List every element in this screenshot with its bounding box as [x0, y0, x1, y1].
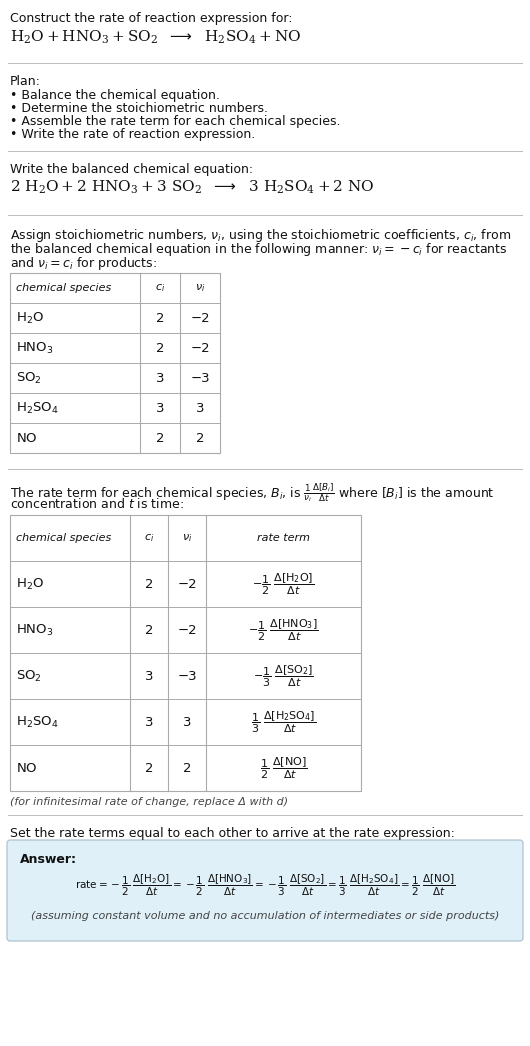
Text: 3: 3 [196, 402, 204, 414]
Text: 2: 2 [145, 577, 153, 591]
Text: • Write the rate of reaction expression.: • Write the rate of reaction expression. [10, 128, 255, 141]
Text: chemical species: chemical species [16, 283, 111, 293]
Text: $\mathregular{2\ H_2O + 2\ HNO_3 + 3\ SO_2}$  $\longrightarrow$  $\mathregular{3: $\mathregular{2\ H_2O + 2\ HNO_3 + 3\ SO… [10, 179, 375, 197]
Text: $\mathregular{H_2SO_4}$: $\mathregular{H_2SO_4}$ [16, 401, 59, 415]
Text: −2: −2 [190, 341, 210, 355]
Text: • Determine the stoichiometric numbers.: • Determine the stoichiometric numbers. [10, 103, 268, 115]
Bar [10, 273, 220, 453]
Text: $-\dfrac{1}{3}\ \dfrac{\Delta[\mathrm{SO_2}]}{\Delta t}$: $-\dfrac{1}{3}\ \dfrac{\Delta[\mathrm{SO… [253, 663, 314, 688]
Text: (assuming constant volume and no accumulation of intermediates or side products): (assuming constant volume and no accumul… [31, 911, 499, 920]
Text: the balanced chemical equation in the following manner: $\nu_i = -c_i$ for react: the balanced chemical equation in the fo… [10, 241, 508, 258]
Text: 2: 2 [156, 432, 164, 445]
Text: −3: −3 [190, 371, 210, 385]
Text: (for infinitesimal rate of change, replace Δ with d): (for infinitesimal rate of change, repla… [10, 797, 288, 808]
Text: −3: −3 [177, 669, 197, 682]
Text: Write the balanced chemical equation:: Write the balanced chemical equation: [10, 163, 253, 176]
Text: $\mathregular{NO}$: $\mathregular{NO}$ [16, 761, 38, 774]
Text: $\mathregular{HNO_3}$: $\mathregular{HNO_3}$ [16, 340, 54, 356]
Text: −2: −2 [177, 577, 197, 591]
Text: $\mathrm{rate} = -\dfrac{1}{2}\ \dfrac{\Delta[\mathrm{H_2O}]}{\Delta t} = -\dfra: $\mathrm{rate} = -\dfrac{1}{2}\ \dfrac{\… [75, 873, 455, 899]
Text: $\mathregular{HNO_3}$: $\mathregular{HNO_3}$ [16, 622, 54, 638]
Text: and $\nu_i = c_i$ for products:: and $\nu_i = c_i$ for products: [10, 255, 157, 272]
Text: Set the rate terms equal to each other to arrive at the rate expression:: Set the rate terms equal to each other t… [10, 827, 455, 840]
Text: $-\dfrac{1}{2}\ \dfrac{\Delta[\mathrm{H_2O}]}{\Delta t}$: $-\dfrac{1}{2}\ \dfrac{\Delta[\mathrm{H_… [252, 571, 315, 596]
Text: • Assemble the rate term for each chemical species.: • Assemble the rate term for each chemic… [10, 115, 340, 128]
Text: $-\dfrac{1}{2}\ \dfrac{\Delta[\mathrm{HNO_3}]}{\Delta t}$: $-\dfrac{1}{2}\ \dfrac{\Delta[\mathrm{HN… [248, 617, 319, 642]
Text: Plan:: Plan: [10, 75, 41, 88]
Text: rate term: rate term [257, 533, 310, 543]
Text: $c_i$: $c_i$ [144, 532, 154, 544]
Text: $\mathregular{H_2SO_4}$: $\mathregular{H_2SO_4}$ [16, 714, 59, 729]
Text: Construct the rate of reaction expression for:: Construct the rate of reaction expressio… [10, 12, 293, 25]
Text: 3: 3 [145, 715, 153, 728]
Text: $\nu_i$: $\nu_i$ [182, 532, 192, 544]
Text: 2: 2 [156, 341, 164, 355]
Text: $\nu_i$: $\nu_i$ [195, 282, 205, 294]
Text: 2: 2 [145, 623, 153, 637]
Bar [10, 515, 361, 791]
Text: $\mathregular{H_2O}$: $\mathregular{H_2O}$ [16, 311, 44, 325]
Text: 2: 2 [183, 761, 191, 774]
Text: 3: 3 [156, 402, 164, 414]
Text: $\dfrac{1}{3}\ \dfrac{\Delta[\mathrm{H_2SO_4}]}{\Delta t}$: $\dfrac{1}{3}\ \dfrac{\Delta[\mathrm{H_2… [251, 709, 316, 734]
Text: $\mathregular{SO_2}$: $\mathregular{SO_2}$ [16, 668, 42, 683]
Text: Assign stoichiometric numbers, $\nu_i$, using the stoichiometric coefficients, $: Assign stoichiometric numbers, $\nu_i$, … [10, 227, 511, 244]
Text: $\mathregular{NO}$: $\mathregular{NO}$ [16, 432, 38, 445]
Text: $\mathregular{SO_2}$: $\mathregular{SO_2}$ [16, 370, 42, 386]
Text: 3: 3 [145, 669, 153, 682]
Text: 3: 3 [183, 715, 191, 728]
Text: The rate term for each chemical species, $B_i$, is $\frac{1}{\nu_i}\frac{\Delta[: The rate term for each chemical species,… [10, 481, 494, 504]
Text: −2: −2 [190, 312, 210, 324]
Text: chemical species: chemical species [16, 533, 111, 543]
Text: $c_i$: $c_i$ [155, 282, 165, 294]
Text: −2: −2 [177, 623, 197, 637]
Text: concentration and $t$ is time:: concentration and $t$ is time: [10, 497, 184, 511]
Text: 2: 2 [145, 761, 153, 774]
Text: • Balance the chemical equation.: • Balance the chemical equation. [10, 89, 220, 103]
Text: Answer:: Answer: [20, 852, 77, 866]
Text: 2: 2 [196, 432, 204, 445]
Text: 2: 2 [156, 312, 164, 324]
Text: $\mathregular{H_2O + HNO_3 + SO_2}$  $\longrightarrow$  $\mathregular{H_2SO_4 + : $\mathregular{H_2O + HNO_3 + SO_2}$ $\lo… [10, 29, 301, 46]
Text: $\dfrac{1}{2}\ \dfrac{\Delta[\mathrm{NO}]}{\Delta t}$: $\dfrac{1}{2}\ \dfrac{\Delta[\mathrm{NO}… [260, 755, 307, 780]
Text: $\mathregular{H_2O}$: $\mathregular{H_2O}$ [16, 576, 44, 592]
FancyBboxPatch shape [7, 840, 523, 941]
Text: 3: 3 [156, 371, 164, 385]
